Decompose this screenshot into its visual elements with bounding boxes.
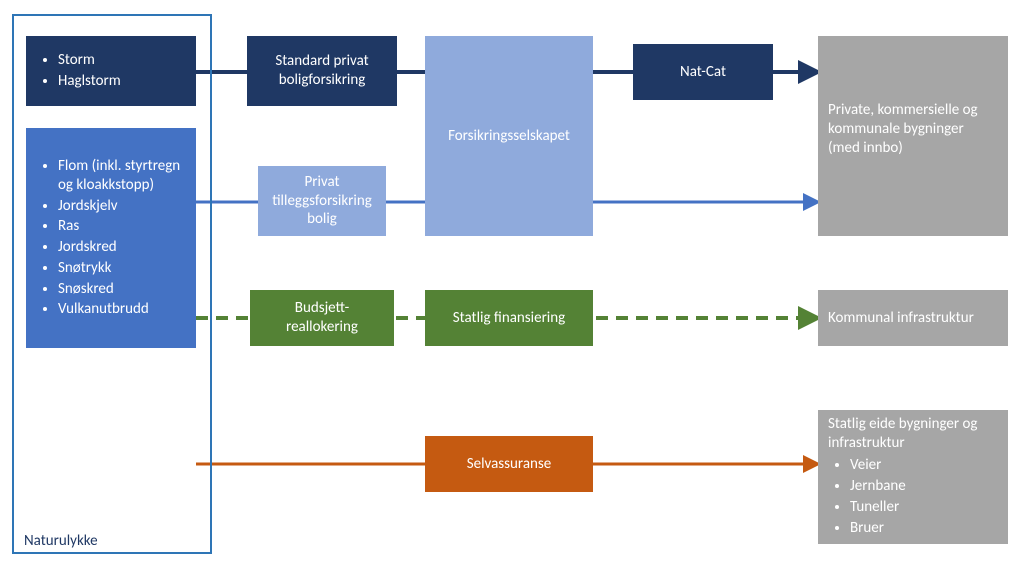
list-item: Vulkanutbrudd <box>58 300 186 319</box>
list-item: Snøtrykk <box>58 259 186 278</box>
list-item: Tuneller <box>850 498 998 517</box>
list-item: Snøskred <box>58 280 186 299</box>
node-out-top: Private, kommersielle og kommunale bygni… <box>818 36 1008 236</box>
out-bot-list: Veier Jernbane Tuneller Bruer <box>828 456 998 537</box>
list-item: Veier <box>850 456 998 475</box>
out-top-label: Private, kommersielle og kommunale bygni… <box>828 101 998 157</box>
node-natcat: Nat-Cat <box>633 44 773 100</box>
node-budsjett: Budsjett-reallokering <box>250 290 394 346</box>
list-item: Haglstorm <box>58 72 121 91</box>
node-statlig-fin: Statlig finansiering <box>425 290 593 346</box>
list-item: Jordskred <box>58 238 186 257</box>
node-privat-tillegg: Privat tilleggsforsikring bolig <box>258 166 386 236</box>
hazards-blue-list: Flom (inkl. styrtregn og kloakkstopp) Jo… <box>36 155 186 321</box>
node-selvassuranse: Selvassuranse <box>425 436 593 492</box>
node-out-bot: Statlig eide bygninger og infrastruktur … <box>818 410 1008 544</box>
node-forsikringsselskapet: Forsikringsselskapet <box>425 36 593 236</box>
node-out-mid: Kommunal infrastruktur <box>818 290 1008 346</box>
list-item: Bruer <box>850 519 998 538</box>
list-item: Jordskjelv <box>58 197 186 216</box>
list-item: Flom (inkl. styrtregn og kloakkstopp) <box>58 157 186 195</box>
list-item: Ras <box>58 217 186 236</box>
node-hazards-blue: Flom (inkl. styrtregn og kloakkstopp) Jo… <box>26 128 196 348</box>
list-item: Storm <box>58 51 121 70</box>
node-hazards-navy: Storm Haglstorm <box>26 36 196 106</box>
frame-label: Naturulykke <box>24 532 98 550</box>
list-item: Jernbane <box>850 477 998 496</box>
node-std-privat: Standard privat boligforsikring <box>247 36 397 106</box>
out-mid-label: Kommunal infrastruktur <box>828 309 974 328</box>
out-bot-header: Statlig eide bygninger og infrastruktur <box>828 415 998 453</box>
hazards-navy-list: Storm Haglstorm <box>36 49 121 93</box>
